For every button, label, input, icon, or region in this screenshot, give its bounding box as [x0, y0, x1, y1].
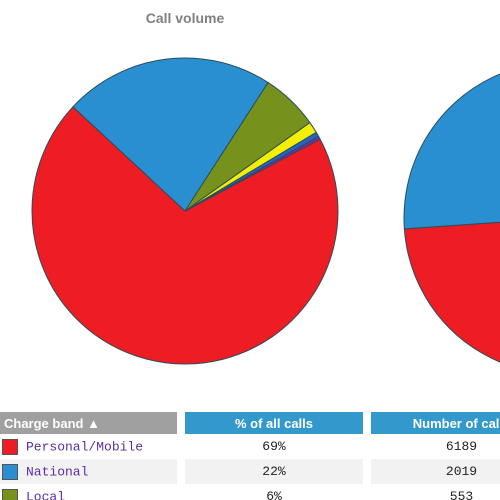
- pie-1-slice-5[interactable]: [184, 135, 321, 212]
- number-cell: 553: [371, 484, 500, 500]
- table-row[interactable]: National 22% 2019: [0, 459, 500, 484]
- pct-cell: 69%: [185, 434, 371, 459]
- color-swatch: [2, 438, 18, 455]
- number-cell: 6189: [371, 434, 500, 459]
- number-cell: 2019: [371, 459, 500, 484]
- pct-cell: 6%: [185, 484, 371, 500]
- color-swatch: [2, 463, 18, 480]
- chart-title: Call volume: [145, 10, 225, 26]
- band-cell: Personal/Mobile: [0, 434, 185, 459]
- band-cell: Local: [0, 484, 185, 500]
- band-cell: National: [0, 459, 185, 484]
- table-header-row: Charge band ▲ % of all calls Number of c…: [0, 412, 500, 434]
- second-pie: [403, 62, 500, 374]
- band-label[interactable]: Local: [26, 489, 66, 500]
- pie-1-slice-0[interactable]: [31, 106, 339, 365]
- pct-cell: 22%: [185, 459, 371, 484]
- charge-band-table-container: Charge band ▲ % of all calls Number of c…: [0, 412, 500, 500]
- band-label[interactable]: Personal/Mobile: [26, 439, 144, 454]
- call-volume-pie: [31, 57, 339, 365]
- charge-band-header[interactable]: Charge band ▲: [0, 412, 185, 434]
- pie-charts: [31, 57, 500, 374]
- number-calls-header[interactable]: Number of calls: [371, 412, 500, 434]
- pie-2-slice-1[interactable]: [403, 62, 500, 230]
- band-label[interactable]: National: [26, 464, 89, 479]
- pie-2-slice-0[interactable]: [403, 104, 500, 374]
- color-swatch: [2, 488, 18, 500]
- charge-band-table: Charge band ▲ % of all calls Number of c…: [0, 412, 500, 500]
- pct-calls-header[interactable]: % of all calls: [185, 412, 371, 434]
- pie-1-slice-1[interactable]: [72, 57, 269, 212]
- table-row[interactable]: Local 6% 553: [0, 484, 500, 500]
- table-row[interactable]: Personal/Mobile 69% 6189: [0, 434, 500, 459]
